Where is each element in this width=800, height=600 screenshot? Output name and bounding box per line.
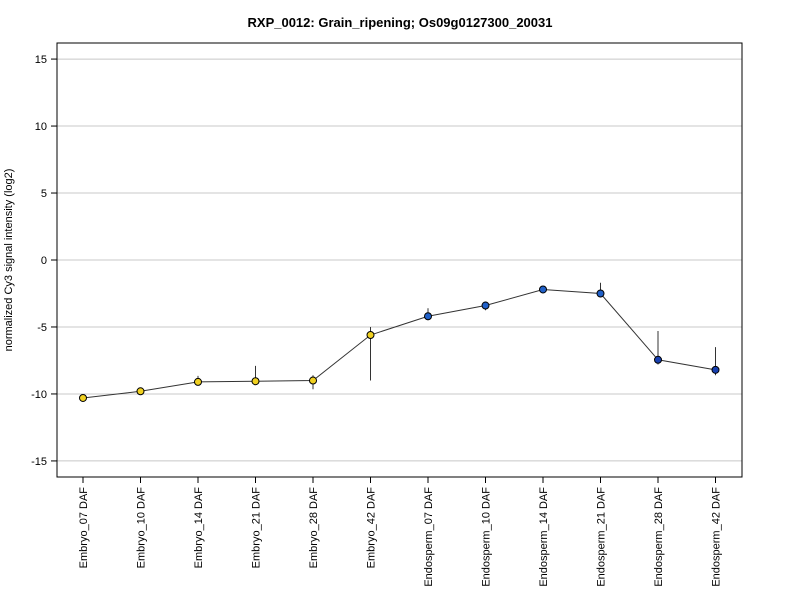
data-point	[481, 301, 490, 310]
x-tick-label: Endosperm_21 DAF	[596, 487, 608, 587]
data-point	[654, 355, 662, 364]
y-tick-label: -15	[31, 456, 47, 468]
y-tick-label: -10	[31, 389, 47, 401]
y-tick-label: -5	[37, 322, 47, 334]
data-point	[194, 377, 202, 386]
data-point	[366, 331, 375, 340]
x-tick-label: Embryo_07 DAF	[78, 487, 90, 569]
data-point	[711, 365, 720, 374]
x-tick-label: Endosperm_14 DAF	[538, 487, 550, 587]
data-point	[309, 376, 317, 385]
plot-frame	[56, 42, 743, 478]
data-point	[539, 285, 547, 294]
data-points	[79, 285, 720, 402]
y-tick-label: 10	[35, 121, 47, 133]
series-line	[82, 288, 716, 399]
x-tick-label: Embryo_42 DAF	[366, 487, 378, 569]
x-tick-label: Endosperm_07 DAF	[423, 487, 435, 587]
x-tick-label: Endosperm_42 DAF	[711, 487, 723, 587]
x-tick-label: Embryo_21 DAF	[251, 487, 263, 569]
data-point	[136, 387, 145, 396]
x-tick-label: Embryo_10 DAF	[136, 487, 148, 569]
y-axis-label: normalized Cy3 signal intensity (log2)	[3, 169, 15, 352]
data-point	[251, 377, 260, 386]
error-bars	[82, 282, 716, 400]
data-point	[596, 289, 605, 298]
data-point	[424, 312, 432, 321]
y-tick-label: 5	[41, 188, 47, 200]
x-tick-label: Embryo_14 DAF	[193, 487, 205, 569]
y-axis: 15 10 5 0 -5 -10 -15	[31, 54, 57, 468]
x-tick-label: Endosperm_10 DAF	[481, 487, 493, 587]
x-tick-label: Embryo_28 DAF	[308, 487, 320, 569]
y-tick-label: 0	[41, 255, 47, 267]
data-point	[79, 393, 87, 402]
chart-title: RXP_0012: Grain_ripening; Os09g0127300_2…	[248, 15, 553, 30]
x-tick-label: Endosperm_28 DAF	[653, 487, 665, 587]
y-tick-label: 15	[35, 54, 47, 66]
grid-layer	[57, 58, 742, 462]
x-axis: Embryo_07 DAF Embryo_10 DAF Embryo_14 DAF E…	[78, 477, 723, 587]
